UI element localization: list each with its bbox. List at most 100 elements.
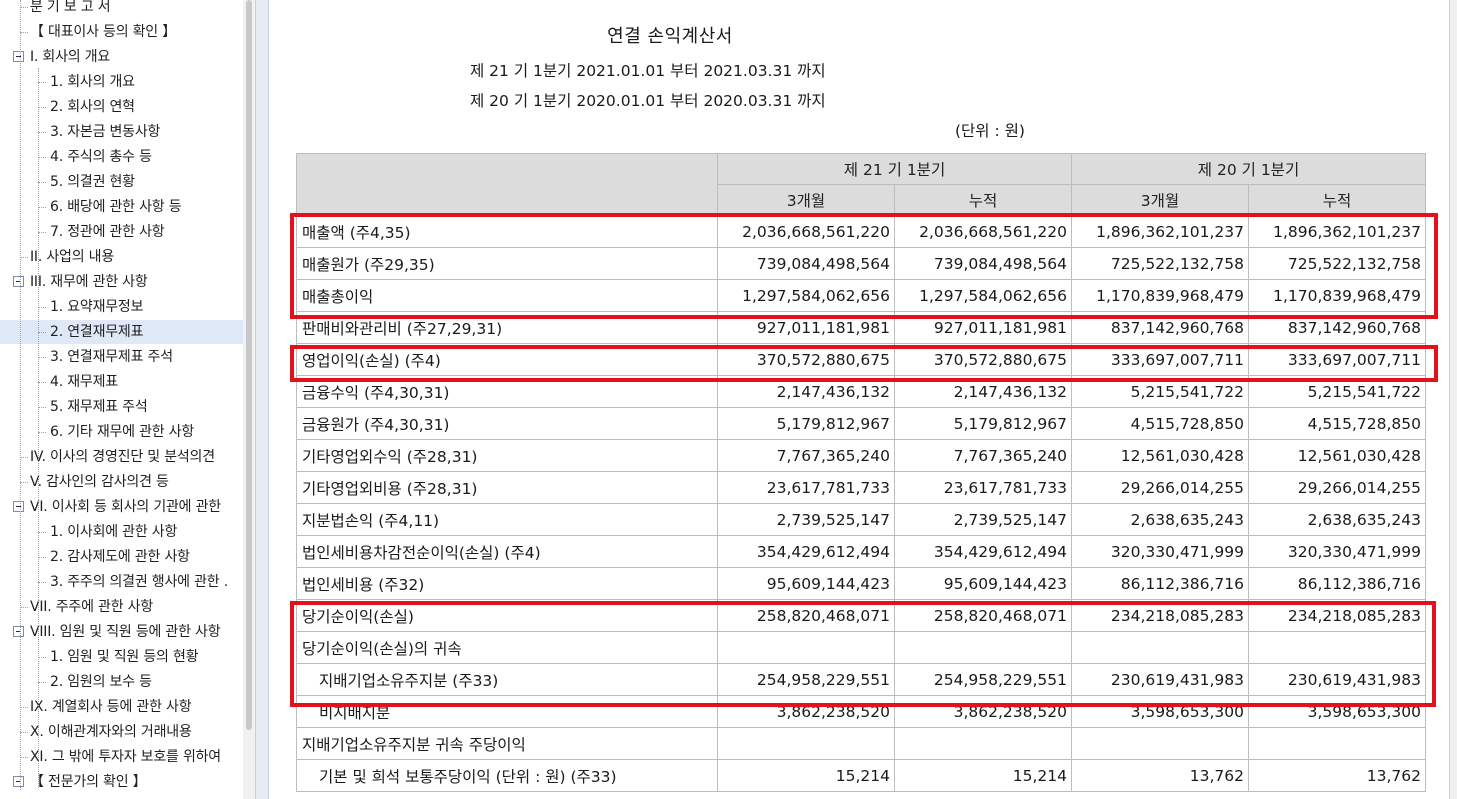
tree-item[interactable]: 분 기 보 고 서: [0, 0, 243, 19]
tree-item[interactable]: VII. 주주에 관한 사항: [0, 595, 243, 619]
row-value: 5,179,812,967: [894, 407, 1072, 440]
row-value: 258,820,468,071: [894, 599, 1072, 632]
row-value: 7,767,365,240: [894, 439, 1072, 472]
tree-item[interactable]: 4. 주식의 총수 등: [0, 145, 243, 169]
tree-connector: [38, 307, 46, 308]
collapse-toggle-icon[interactable]: [13, 51, 24, 62]
tree-item[interactable]: V. 감사인의 감사의견 등: [0, 470, 243, 494]
table-row: 매출원가 (주29,35) 739,084,498,564 739,084,498,…: [296, 247, 1426, 280]
row-value: 13,762: [1071, 759, 1249, 792]
tree-connector: [38, 407, 46, 408]
tree-item-label: 3. 주주의 의결권 행사에 관한 .: [50, 574, 228, 590]
tree-connector: [38, 657, 46, 658]
row-value: 3,862,238,520: [717, 695, 895, 728]
row-value: [1071, 631, 1249, 664]
row-value: [1071, 727, 1249, 760]
row-value: 3,862,238,520: [894, 695, 1072, 728]
row-value: 230,619,431,983: [1071, 663, 1249, 696]
collapse-toggle-icon[interactable]: [13, 501, 24, 512]
tree-item[interactable]: 3. 연결재무제표 주석: [0, 345, 243, 369]
row-value: 2,147,436,132: [717, 375, 895, 408]
subheader-current-cum: 누적: [894, 184, 1072, 216]
tree-item-label: III. 재무에 관한 사항: [30, 274, 148, 290]
tree-item[interactable]: 4. 재무제표: [0, 370, 243, 394]
tree-connector: [38, 382, 46, 383]
tree-item[interactable]: 5. 재무제표 주석: [0, 395, 243, 419]
tree-item[interactable]: 1. 이사회에 관한 사항: [0, 520, 243, 544]
table-row: 비지배지분 3,862,238,520 3,862,238,520 3,598,653…: [296, 695, 1426, 728]
unit-label: (단위 : 원): [955, 122, 1025, 140]
subheader-prior-cum: 누적: [1248, 184, 1426, 216]
row-value: [894, 631, 1072, 664]
tree-item[interactable]: II. 사업의 내용: [0, 245, 243, 269]
tree-item-label: V. 감사인의 감사의견 등: [30, 474, 169, 490]
tree-item[interactable]: 6. 배당에 관한 사항 등: [0, 195, 243, 219]
collapse-toggle-icon[interactable]: [13, 776, 24, 787]
row-value: 354,429,612,494: [717, 535, 895, 568]
tree-item[interactable]: X. 이해관계자와의 거래내용: [0, 720, 243, 744]
pane-splitter[interactable]: [255, 0, 269, 799]
row-label: 기타영업외수익 (주28,31): [296, 439, 718, 472]
tree-item-label: 1. 요약재무정보: [50, 299, 144, 315]
row-value: 7,767,365,240: [717, 439, 895, 472]
row-value: [717, 727, 895, 760]
row-label: 지배기업소유주지분 귀속 주당이익: [296, 727, 718, 760]
row-value: 725,522,132,758: [1248, 247, 1426, 280]
tree-item[interactable]: 3. 자본금 변동사항: [0, 120, 243, 144]
row-value: 1,170,839,968,479: [1071, 279, 1249, 312]
tree-item-label: XI. 그 밖에 투자자 보호를 위하여: [30, 749, 221, 765]
tree-item-label: VII. 주주에 관한 사항: [30, 599, 153, 615]
tree-item[interactable]: 1. 요약재무정보: [0, 295, 243, 319]
table-row: 금융수익 (주4,30,31) 2,147,436,132 2,147,436,13…: [296, 375, 1426, 408]
tree-connector: [38, 107, 46, 108]
tree-item-label: 2. 회사의 연혁: [50, 99, 135, 115]
tree-item[interactable]: 2. 감사제도에 관한 사항: [0, 545, 243, 569]
collapse-toggle-icon[interactable]: [13, 626, 24, 637]
row-value: 2,036,668,561,220: [717, 215, 895, 248]
row-label: 당기순이익(손실)의 귀속: [296, 631, 718, 664]
tree-item[interactable]: 7. 정관에 관한 사항: [0, 220, 243, 244]
tree-item-label: IV. 이사의 경영진단 및 분석의견: [30, 449, 215, 465]
tree-item[interactable]: 1. 회사의 개요: [0, 70, 243, 94]
tree-item[interactable]: 5. 의결권 현황: [0, 170, 243, 194]
tree-item[interactable]: IX. 계열회사 등에 관한 사항: [0, 695, 243, 719]
table-row: 당기순이익(손실) 258,820,468,071 258,820,468,071 2…: [296, 599, 1426, 632]
tree-scrollbar-thumb[interactable]: [246, 0, 252, 730]
table-row: 금융원가 (주4,30,31) 5,179,812,967 5,179,812,96…: [296, 407, 1426, 440]
tree-item[interactable]: 3. 주주의 의결권 행사에 관한 .: [0, 570, 243, 594]
row-value: 739,084,498,564: [894, 247, 1072, 280]
row-label: 금융원가 (주4,30,31): [296, 407, 718, 440]
row-value: 320,330,471,999: [1071, 535, 1249, 568]
row-value: 2,638,635,243: [1071, 503, 1249, 536]
row-value: 12,561,030,428: [1248, 439, 1426, 472]
tree-item[interactable]: 2. 회사의 연혁: [0, 95, 243, 119]
row-label: 매출액 (주4,35): [296, 215, 718, 248]
tree-connector: [38, 82, 46, 83]
row-label: 비지배지분: [296, 695, 718, 728]
tree-item[interactable]: 2. 연결재무제표: [0, 320, 243, 344]
document-outline-tree: 분 기 보 고 서 【 대표이사 등의 확인 】 I. 회사의 개요 1. 회사의 개…: [0, 0, 255, 799]
tree-connector: [38, 432, 46, 433]
tree-item[interactable]: VI. 이사회 등 회사의 기관에 관한: [0, 495, 243, 519]
tree-item[interactable]: 6. 기타 재무에 관한 사항: [0, 420, 243, 444]
tree-item[interactable]: 【 전문가의 확인 】: [0, 770, 243, 794]
row-value: [1248, 727, 1426, 760]
tree-item[interactable]: IV. 이사의 경영진단 및 분석의견: [0, 445, 243, 469]
table-row: 매출총이익 1,297,584,062,656 1,297,584,062,656 1…: [296, 279, 1426, 312]
tree-connector: [38, 132, 46, 133]
tree-connector: [20, 482, 28, 483]
tree-item-label: 【 전문가의 확인 】: [30, 774, 147, 790]
tree-item[interactable]: 1. 임원 및 직원 등의 현황: [0, 645, 243, 669]
tree-item[interactable]: 2. 임원의 보수 등: [0, 670, 243, 694]
tree-item[interactable]: 【 대표이사 등의 확인 】: [0, 20, 243, 44]
tree-item[interactable]: XI. 그 밖에 투자자 보호를 위하여: [0, 745, 243, 769]
tree-connector: [38, 157, 46, 158]
row-value: 86,112,386,716: [1248, 567, 1426, 600]
subheader-prior-3m: 3개월: [1071, 184, 1249, 216]
tree-item[interactable]: III. 재무에 관한 사항: [0, 270, 243, 294]
tree-item-label: VIII. 임원 및 직원 등에 관한 사항: [30, 624, 221, 640]
header-period-current: 제 21 기 1분기: [717, 153, 1072, 185]
tree-item[interactable]: I. 회사의 개요: [0, 45, 243, 69]
tree-item[interactable]: VIII. 임원 및 직원 등에 관한 사항: [0, 620, 243, 644]
collapse-toggle-icon[interactable]: [13, 276, 24, 287]
